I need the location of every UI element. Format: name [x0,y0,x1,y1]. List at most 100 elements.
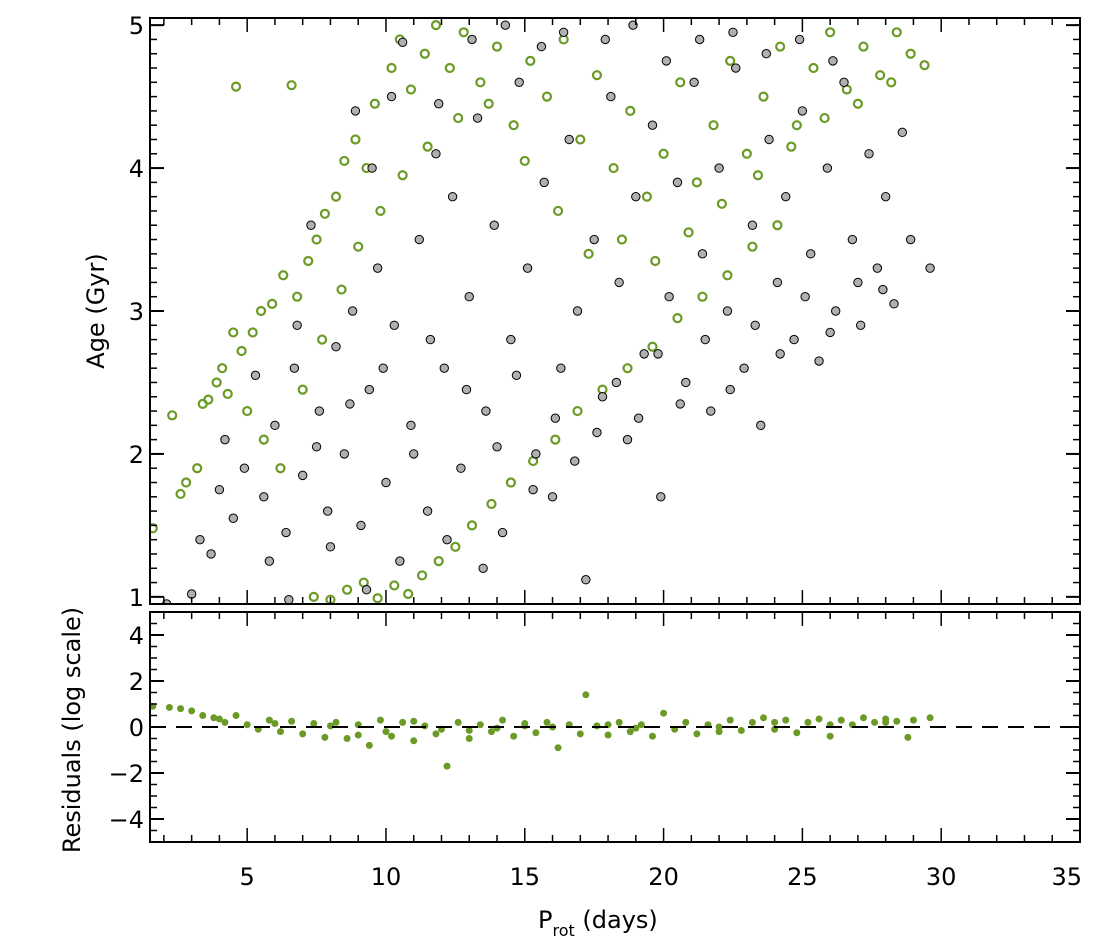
residual-point [554,744,562,752]
residual-point [365,741,373,749]
age-point-open [297,384,308,395]
age-point-filled [794,34,805,45]
age-point-filled [889,299,899,309]
age-point-open [819,112,830,124]
age-point-filled [656,492,666,502]
age-point-filled [439,363,449,373]
residual-point [421,722,429,730]
age-point-open [591,70,603,81]
age-point-filled [764,134,774,145]
age-point-filled [345,399,355,409]
age-point-open [330,191,342,202]
age-point-filled [847,234,858,245]
age-point-filled [522,263,533,273]
x-tick-label: 10 [371,863,402,891]
residual-point [604,731,612,739]
age-point-open [203,394,214,405]
age-point-open [747,241,758,252]
x-tick-label: 5 [240,863,255,891]
residual-point [782,716,790,724]
age-point-open [741,148,752,159]
age-point-filled [478,563,488,573]
age-point-filled [672,177,683,188]
age-point-filled [558,27,569,37]
age-point-open [658,148,669,159]
age-point-open [228,327,239,338]
age-point-filled [839,77,849,88]
age-point-filled [472,113,483,123]
age-point-open [808,62,819,74]
residual-point [165,703,173,711]
residual-scatter-points [150,691,934,770]
residual-point [210,714,218,722]
age-point-open [350,134,361,145]
residual-point [715,723,723,731]
age-point-open [275,463,286,474]
residual-point [465,726,473,734]
age-point-filled [556,363,566,373]
residual-point [443,762,451,770]
age-point-filled [700,334,710,345]
age-point-filled [206,549,216,559]
age-point-open [575,134,586,145]
age-point-filled [434,99,444,109]
age-point-open [416,570,428,581]
age-point-filled [800,292,810,302]
residual-point [476,721,484,729]
age-point-filled [270,420,280,431]
age-axis-label: Age (Gyr) [82,253,110,368]
residual-point [199,712,207,719]
residual-tick-label: −2 [109,760,144,788]
age-point-open [317,334,328,345]
age-point-open [236,345,247,357]
age-point-filled [350,106,361,116]
residual-point [593,722,601,730]
age-point-open [405,84,417,95]
age-point-open [453,112,464,124]
residual-tick-label: 0 [129,714,144,742]
age-point-filled [528,484,538,495]
residual-point [310,720,318,728]
age-point-open [541,91,553,102]
age-point-filled [214,484,225,495]
age-point-filled [581,575,591,585]
age-point-filled [536,41,547,52]
age-point-filled [292,320,302,330]
age-point-open [242,405,253,417]
residual-point [582,691,590,699]
residual-point [660,709,668,717]
residual-point [376,716,384,724]
age-point-filled [511,370,522,381]
age-point-filled [322,506,333,516]
age-point-open [825,27,836,38]
age-point-filled [461,384,472,395]
residual-point [632,724,640,732]
residual-point [465,735,473,742]
age-point-filled [739,363,749,373]
age-point-open [419,48,430,59]
age-point-filled [853,277,863,288]
age-point-open [150,523,158,534]
age-point-filled [664,292,674,302]
residual-point [188,707,196,715]
age-point-filled [880,191,891,202]
residual-point [215,715,223,723]
residual-point [432,730,440,738]
age-point-filled [831,306,841,316]
residual-point [499,716,507,724]
age-point-filled [855,320,866,330]
residual-point [904,733,912,741]
age-point-open [369,98,380,109]
residual-point [737,726,745,734]
age-point-filled [314,406,325,416]
age-point-filled [425,334,436,345]
age-point-filled [639,349,649,359]
age-point-filled [905,234,916,245]
age-point-filled [675,399,685,409]
age-point-filled [653,349,663,359]
age-point-filled [514,77,524,88]
age-point-open [450,541,461,552]
age-point-open [675,77,686,88]
x-tick-label: 25 [787,863,818,891]
age-point-filled [467,34,477,45]
